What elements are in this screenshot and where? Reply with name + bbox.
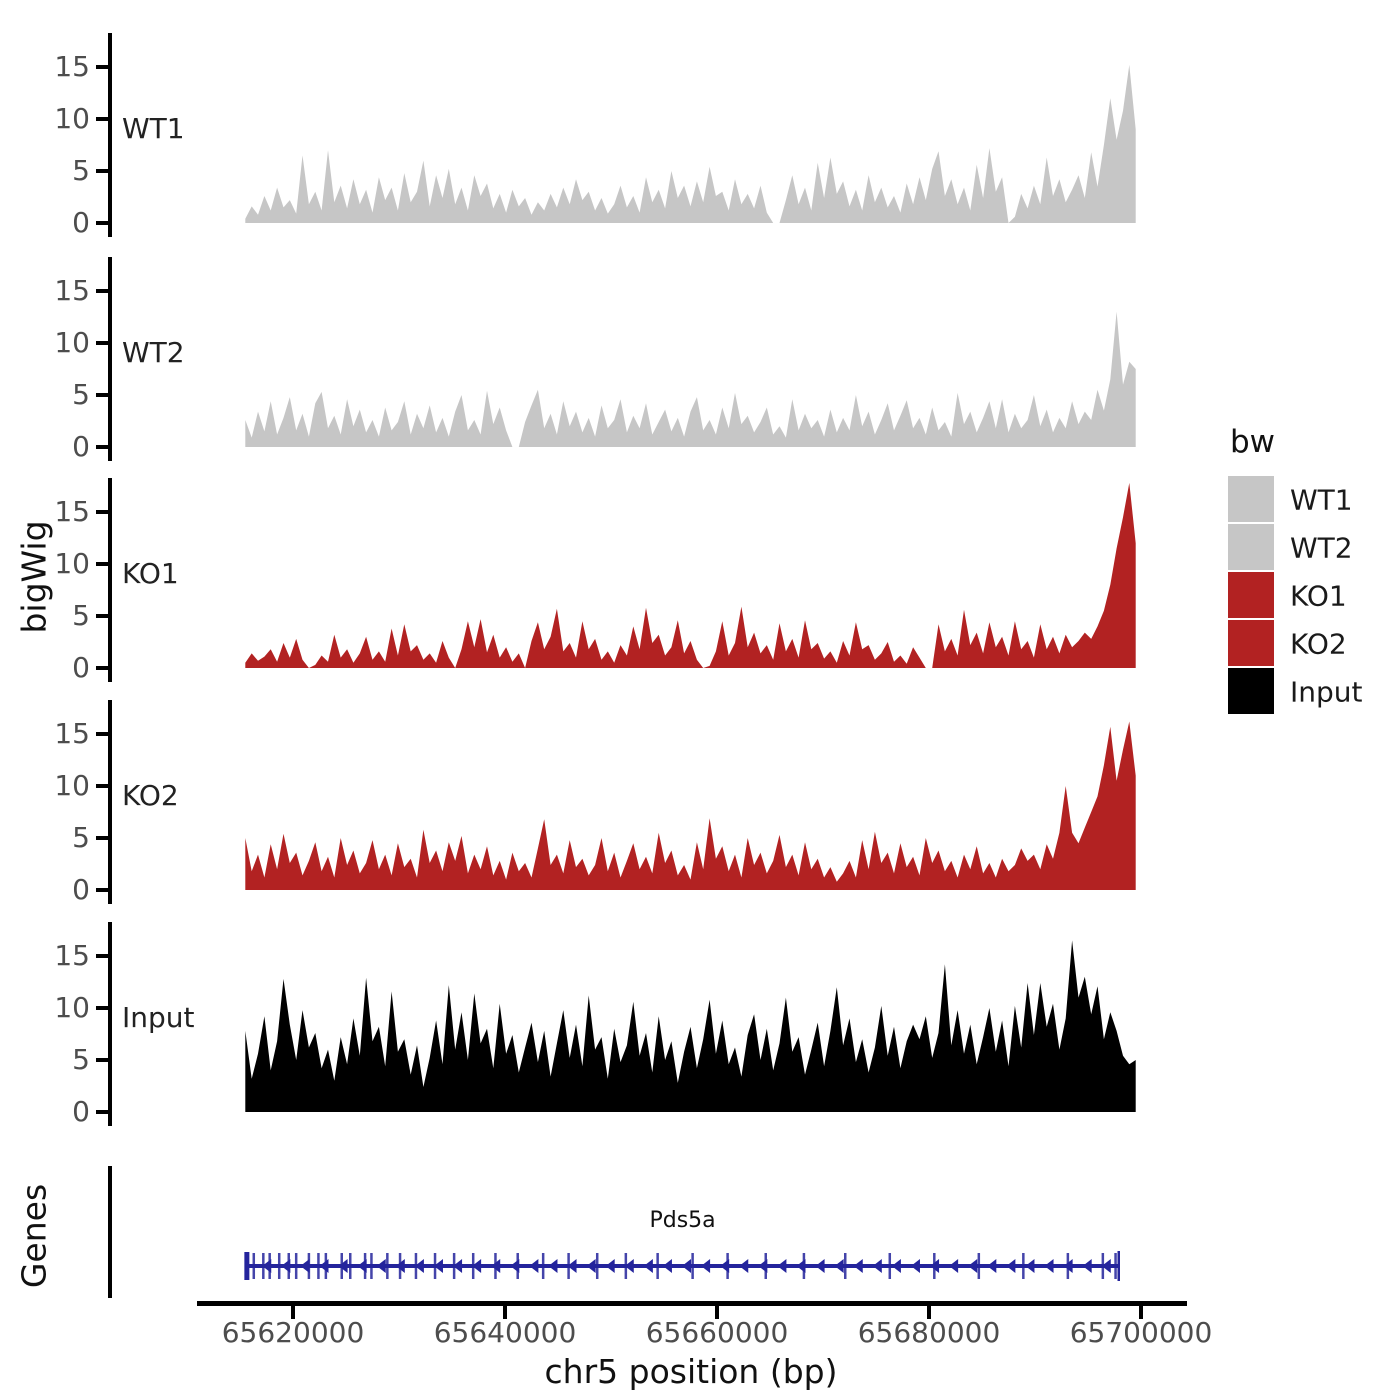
track-label-ko2: KO2	[122, 779, 179, 812]
y-axis-title-genes: Genes	[14, 1183, 54, 1289]
y-tick-ko2	[96, 732, 108, 736]
legend-label: KO2	[1290, 627, 1347, 660]
y-axis-line-ko1	[108, 478, 112, 682]
y-axis-line-wt1	[108, 33, 112, 237]
legend-label: WT2	[1290, 531, 1353, 564]
legend-item-wt2: WT2	[1222, 524, 1353, 571]
y-tick-label: 10	[54, 769, 90, 802]
y-tick-label: 10	[54, 991, 90, 1024]
y-tick-input	[96, 1058, 108, 1062]
track-label-wt1: WT1	[122, 112, 185, 145]
y-axis-line-genes	[108, 1166, 112, 1298]
signal-area-ko2	[245, 721, 1136, 890]
y-tick-wt2	[96, 393, 108, 397]
y-tick-label: 15	[54, 717, 90, 750]
y-tick-wt2	[96, 341, 108, 345]
legend-swatch-input	[1228, 668, 1274, 714]
y-tick-ko1	[96, 614, 108, 618]
legend-item-input: Input	[1222, 668, 1363, 715]
legend-item-ko1: KO1	[1222, 572, 1347, 619]
signal-area-wt2	[245, 311, 1136, 447]
signal-area-input	[245, 940, 1136, 1112]
x-tick	[927, 1306, 931, 1319]
track-label-wt2: WT2	[122, 336, 185, 369]
y-axis-line-wt2	[108, 257, 112, 461]
y-tick-ko2	[96, 888, 108, 892]
legend-swatch-wt2	[1228, 524, 1274, 570]
track-label-ko1: KO1	[122, 557, 179, 590]
gene-model-pds5a	[244, 1251, 1120, 1281]
y-tick-ko2	[96, 784, 108, 788]
y-tick-label: 0	[72, 430, 90, 463]
y-tick-label: 15	[54, 939, 90, 972]
x-tick-label: 65700000	[1069, 1316, 1213, 1349]
y-tick-input	[96, 1110, 108, 1114]
y-tick-label: 10	[54, 547, 90, 580]
y-tick-label: 5	[72, 1043, 90, 1076]
x-tick	[715, 1306, 719, 1319]
legend-swatch-ko2	[1228, 620, 1274, 666]
legend-title: bw	[1230, 424, 1276, 460]
legend-item-wt1: WT1	[1222, 476, 1353, 523]
x-tick	[1139, 1306, 1143, 1319]
y-tick-ko1	[96, 562, 108, 566]
y-tick-label: 5	[72, 154, 90, 187]
x-tick-label: 65640000	[433, 1316, 577, 1349]
legend-label: KO1	[1290, 579, 1347, 612]
y-tick-input	[96, 954, 108, 958]
y-tick-wt2	[96, 289, 108, 293]
y-tick-label: 10	[54, 102, 90, 135]
x-tick-label: 65680000	[857, 1316, 1001, 1349]
y-axis-line-input	[108, 922, 112, 1126]
y-tick-wt1	[96, 169, 108, 173]
y-tick-label: 10	[54, 326, 90, 359]
signal-area-wt1	[245, 64, 1136, 224]
y-tick-label: 15	[54, 274, 90, 307]
y-tick-label: 0	[72, 1095, 90, 1128]
x-axis-line	[197, 1301, 1187, 1306]
y-tick-ko1	[96, 666, 108, 670]
legend-label: WT1	[1290, 483, 1353, 516]
y-tick-ko1	[96, 510, 108, 514]
y-tick-label: 0	[72, 206, 90, 239]
y-tick-ko2	[96, 836, 108, 840]
legend: bw WT1 WT2 KO1 KO2 Input	[1222, 424, 1363, 716]
y-tick-wt1	[96, 221, 108, 225]
legend-label: Input	[1290, 675, 1363, 708]
x-axis-title: chr5 position (bp)	[544, 1352, 838, 1391]
signal-area-ko1	[245, 482, 1136, 668]
y-tick-wt1	[96, 65, 108, 69]
legend-items: WT1 WT2 KO1 KO2 Input	[1222, 476, 1363, 715]
legend-item-ko2: KO2	[1222, 620, 1347, 667]
y-tick-label: 5	[72, 378, 90, 411]
y-tick-wt1	[96, 117, 108, 121]
legend-swatch-wt1	[1228, 476, 1274, 522]
y-tick-label: 5	[72, 599, 90, 632]
y-tick-wt2	[96, 445, 108, 449]
y-tick-label: 15	[54, 50, 90, 83]
x-tick	[503, 1306, 507, 1319]
y-tick-input	[96, 1006, 108, 1010]
legend-swatch-ko1	[1228, 572, 1274, 618]
y-axis-line-ko2	[108, 700, 112, 904]
y-tick-label: 0	[72, 651, 90, 684]
track-label-input: Input	[122, 1001, 195, 1034]
y-tick-label: 5	[72, 821, 90, 854]
x-tick-label: 65620000	[221, 1316, 365, 1349]
gene-name-label: Pds5a	[649, 1208, 716, 1233]
x-tick-label: 65660000	[645, 1316, 789, 1349]
x-tick	[291, 1306, 295, 1319]
y-tick-label: 0	[72, 873, 90, 906]
y-tick-label: 15	[54, 495, 90, 528]
